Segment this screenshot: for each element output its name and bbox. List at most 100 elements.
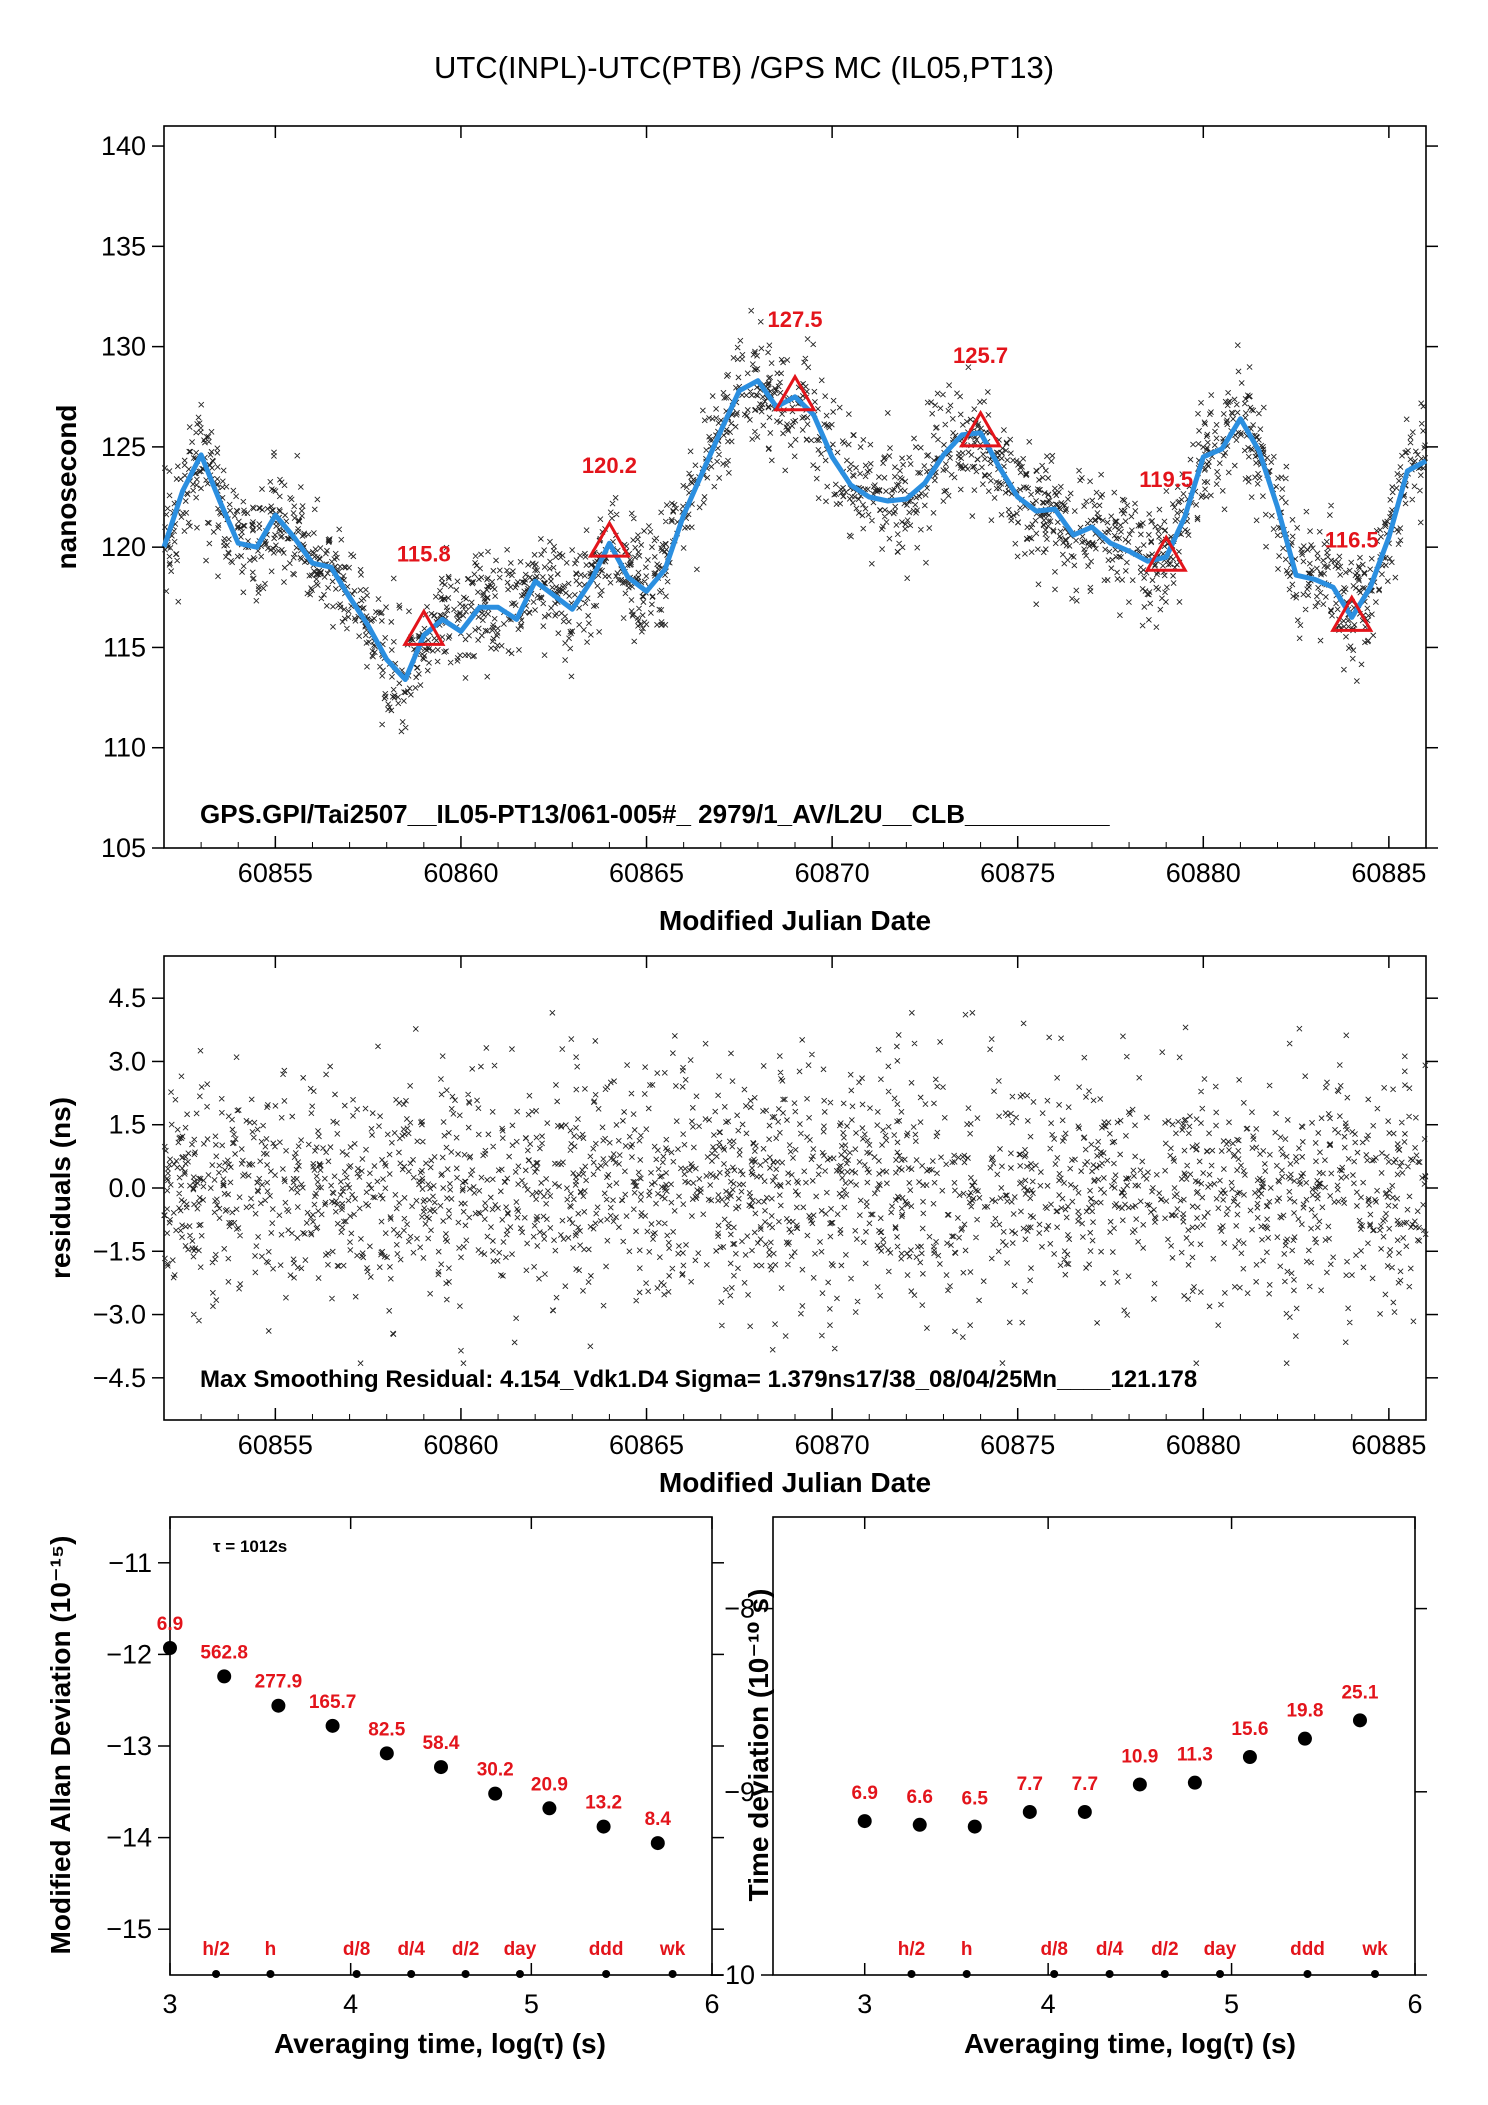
time-marker-label: ddd: [1290, 1939, 1325, 1960]
x-tick-label: 3: [162, 1989, 177, 2019]
tdev-plot-frame: [772, 1516, 1416, 1976]
mdev-time-markers: h/2 h d/8 d/4 d/2 day ddd wk: [202, 1939, 686, 1978]
deviation-point: [1352, 1713, 1367, 1728]
time-marker-dot: [602, 1970, 611, 1978]
residuals-plot-frame: [163, 955, 1427, 1421]
x-tick-label: 60875: [980, 858, 1055, 888]
offset-data-crosses: [161, 307, 1429, 735]
y-tick-label: −3.0: [93, 1300, 146, 1330]
deviation-value-label: 13.2: [585, 1793, 622, 1814]
mdev-plot-axes: 3 4 5 6 −15 −14 −13 −12 −11: [106, 1517, 724, 2019]
time-marker-label: d/8: [343, 1939, 370, 1960]
deviation-value-label: 58.4: [423, 1733, 460, 1754]
marker-triangle: [402, 608, 446, 646]
marker-triangle: [958, 409, 1003, 448]
residuals-plot-axes: 60855 60860 60865 60870 60875 60880 60885 −4.5 −…: [93, 956, 1438, 1460]
marker-triangle: [1144, 534, 1188, 572]
deviation-value-label: 30.2: [477, 1760, 514, 1781]
time-marker-dot: [1050, 1970, 1059, 1978]
y-tick-label: −10: [709, 1960, 755, 1990]
deviation-point: [488, 1786, 503, 1801]
time-marker-label: h/2: [898, 1939, 925, 1960]
x-tick-label: 60860: [423, 858, 498, 888]
deviation-point: [542, 1801, 557, 1816]
marker-value-label: 127.5: [767, 307, 822, 332]
time-marker-label: wk: [1361, 1939, 1388, 1960]
marker-triangle: [1330, 594, 1374, 632]
x-tick-label: 60870: [795, 858, 870, 888]
deviation-point: [1242, 1749, 1257, 1764]
deviation-point: [650, 1836, 665, 1851]
residuals-plot: 60855 60860 60865 60870 60875 60880 60885 −4.5 −…: [45, 955, 1438, 1498]
main-plot-axes: 60855 60860 60865 60870 60875 60880 60885 105 11…: [101, 126, 1438, 888]
time-marker-label: d/4: [1096, 1939, 1124, 1960]
time-marker-dot: [668, 1970, 677, 1978]
x-tick-label: 60860: [423, 1430, 498, 1460]
time-marker-dot: [461, 1970, 470, 1978]
time-marker-dot: [1105, 1970, 1114, 1978]
x-tick-label: 60855: [238, 1430, 313, 1460]
tdev-time-markers: h/2 h d/8 d/4 d/2 day ddd wk: [898, 1939, 1388, 1978]
main-plot-xlabel: Modified Julian Date: [659, 905, 931, 936]
marker-value-label: 125.7: [953, 343, 1008, 368]
mdev-ylabel: Modified Allan Deviation (10⁻¹⁵): [45, 1536, 76, 1955]
y-tick-label: 125: [101, 432, 146, 462]
y-tick-label: −4.5: [93, 1363, 146, 1393]
deviation-point: [325, 1718, 340, 1733]
marker-value-label: 119.5: [1139, 467, 1193, 492]
deviation-value-label: 7.7: [1072, 1774, 1098, 1795]
marker-value-label: 120.2: [582, 453, 637, 478]
x-tick-label: 60880: [1166, 858, 1241, 888]
residuals-xlabel: Modified Julian Date: [659, 1467, 931, 1498]
y-tick-label: −15: [106, 1914, 152, 1944]
time-marker-dot: [962, 1970, 971, 1978]
time-marker-label: d/2: [1151, 1939, 1178, 1960]
time-marker-label: h: [265, 1939, 277, 1960]
marker-triangle: [773, 373, 817, 412]
deviation-point: [912, 1817, 927, 1832]
time-marker-label: day: [1204, 1939, 1237, 1960]
main-offset-plot: 115.8 120.2 127.5 125.7 119.5 116.5 60855 6086…: [51, 125, 1438, 936]
deviation-point: [596, 1819, 611, 1834]
tdev-points: 6.9 6.6 6.5 7.7 7.7 10.9 11.3 15.6 19.8 25.1: [852, 1682, 1379, 1834]
deviation-value-label: 165.7: [309, 1692, 357, 1713]
time-marker-label: ddd: [589, 1939, 624, 1960]
x-tick-label: 60880: [1166, 1430, 1241, 1460]
residual-scatter-points: [161, 1009, 1429, 1367]
deviation-value-label: 562.8: [200, 1642, 248, 1663]
x-tick-label: 5: [1224, 1989, 1239, 2019]
deviation-point: [1187, 1775, 1202, 1790]
deviation-value-label: 6.6: [907, 1787, 933, 1808]
deviation-value-label: 10.9: [1121, 1746, 1158, 1767]
deviation-value-label: 25.1: [1341, 1682, 1378, 1703]
x-tick-label: 6: [1407, 1989, 1422, 2019]
residuals-caption: Max Smoothing Residual: 4.154_Vdk1.D4 Si…: [200, 1366, 1197, 1393]
smoothing-curve: [161, 378, 1428, 682]
time-marker-label: h/2: [202, 1939, 229, 1960]
deviation-point: [163, 1640, 177, 1655]
main-plot-ylabel: nanosecond: [51, 405, 82, 570]
x-tick-label: 60885: [1351, 1430, 1426, 1460]
time-marker-label: day: [504, 1939, 537, 1960]
x-tick-label: 4: [343, 1989, 358, 2019]
x-tick-label: 60865: [609, 1430, 684, 1460]
y-tick-label: 110: [103, 733, 146, 763]
y-tick-label: −11: [108, 1548, 152, 1578]
deviation-point: [857, 1814, 872, 1829]
y-tick-label: −13: [106, 1731, 152, 1761]
y-tick-label: 130: [101, 332, 146, 362]
y-tick-label: 140: [101, 131, 146, 161]
y-tick-label: −9: [724, 1777, 755, 1807]
y-tick-label: 3.0: [108, 1046, 146, 1076]
x-tick-label: 60885: [1351, 858, 1426, 888]
mod-allan-deviation-plot: 3 4 5 6 −15 −14 −13 −12 −11 6.9 562.8 277.9 165.7 82…: [45, 1516, 724, 2059]
y-tick-label: 4.5: [108, 983, 146, 1013]
time-marker-dot: [1303, 1970, 1312, 1978]
mdev-points: 6.9 562.8 277.9 165.7 82.5 58.4 30.2 20.9 13.2 8.…: [157, 1614, 671, 1851]
time-deviation-plot: 3 4 5 6 −10 −9 −8 6.9 6.6 6.5 7.7 7.7 10.9 11.3 15.6 1…: [709, 1516, 1427, 2059]
deviation-point: [271, 1698, 286, 1713]
y-tick-label: −1.5: [93, 1236, 146, 1266]
main-plot-caption: GPS.GPI/Tai2507__IL05-PT13/061-005#_ 297…: [200, 799, 1110, 829]
deviation-value-label: 20.9: [531, 1774, 568, 1795]
